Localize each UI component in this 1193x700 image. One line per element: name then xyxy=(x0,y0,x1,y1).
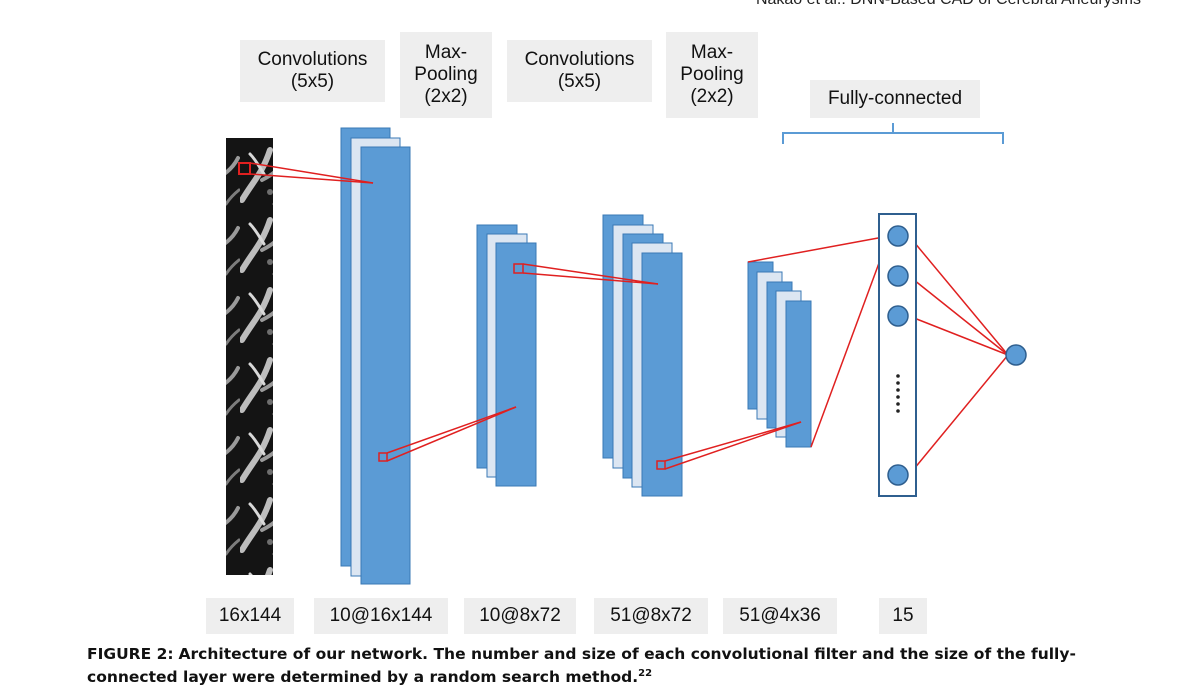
dim-label-fc: 15 xyxy=(879,598,927,634)
receptive-field-pool1 xyxy=(513,263,524,274)
caption-text: Architecture of our network. The number … xyxy=(87,645,1076,687)
dim-label-conv2: 51@8x72 xyxy=(594,598,708,634)
fc-node xyxy=(887,305,909,327)
feature-maps-pool1 xyxy=(476,224,537,487)
dim-label-input: 16x144 xyxy=(206,598,294,634)
dim-label-pool1: 10@8x72 xyxy=(464,598,576,634)
input-image-strip xyxy=(226,138,273,575)
feature-maps-pool2 xyxy=(747,261,812,448)
fc-bracket xyxy=(782,123,1004,144)
output-node xyxy=(1005,344,1027,366)
input-receptive-field xyxy=(238,162,251,175)
dim-label-conv1: 10@16x144 xyxy=(314,598,448,634)
stage-label-pool2: Max- Pooling (2x2) xyxy=(666,32,758,118)
dim-label-pool2: 51@4x36 xyxy=(723,598,837,634)
fc-node xyxy=(887,464,909,486)
feature-map xyxy=(360,146,411,585)
fc-node xyxy=(887,265,909,287)
feature-maps-conv1 xyxy=(340,127,411,585)
caption-reference: 22 xyxy=(638,668,653,679)
stage-label-fc: Fully-connected xyxy=(810,80,980,118)
running-header: Nakao et al.: DNN-Based CAD of Cerebral … xyxy=(756,0,1141,9)
feature-map xyxy=(641,252,683,497)
fc-ellipsis xyxy=(896,374,900,413)
stage-label-conv1: Convolutions (5x5) xyxy=(240,40,385,102)
feature-maps-conv2 xyxy=(602,214,683,497)
connection-lines xyxy=(249,162,1009,476)
figure-caption: FIGURE 2: Architecture of our network. T… xyxy=(87,645,1147,687)
stage-label-pool1: Max- Pooling (2x2) xyxy=(400,32,492,118)
receptive-field-conv2 xyxy=(656,460,666,470)
receptive-field-conv1 xyxy=(378,452,388,462)
fc-layer-box xyxy=(878,213,917,497)
feature-map xyxy=(495,242,537,487)
caption-label: FIGURE 2: xyxy=(87,645,174,663)
fc-node xyxy=(887,225,909,247)
stage-label-conv2: Convolutions (5x5) xyxy=(507,40,652,102)
